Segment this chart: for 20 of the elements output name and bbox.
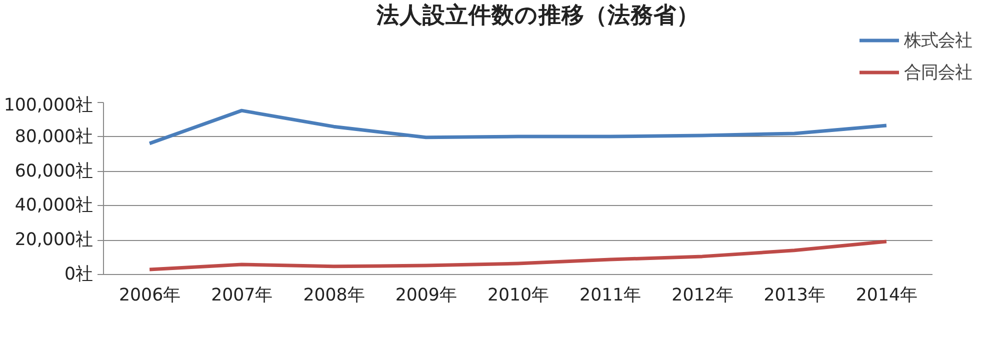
y-tick-label: 60,000社 bbox=[14, 161, 93, 182]
x-tick-label: 2009年 bbox=[395, 286, 456, 306]
y-tick-label: 100,000社 bbox=[4, 96, 92, 116]
legend-label: 合同会社 bbox=[904, 62, 972, 84]
x-tick-label: 2006年 bbox=[119, 286, 180, 306]
x-tick-label: 2013年 bbox=[764, 286, 825, 306]
y-tick-label: 20,000社 bbox=[14, 230, 93, 250]
x-tick-label: 2008年 bbox=[303, 286, 364, 306]
x-tick-label: 2010年 bbox=[487, 286, 549, 306]
y-tick-label: 80,000社 bbox=[14, 126, 93, 147]
y-tick-label: 40,000社 bbox=[14, 196, 93, 216]
x-tick-label: 2007年 bbox=[211, 286, 272, 306]
line-series bbox=[148, 240, 888, 272]
x-tick-label: 2011年 bbox=[580, 286, 641, 306]
x-tick-label: 2014年 bbox=[856, 286, 918, 306]
y-tick-label: 0社 bbox=[64, 264, 93, 284]
legend-label: 株式会社 bbox=[904, 30, 972, 52]
line-series bbox=[148, 108, 888, 146]
x-tick-label: 2012年 bbox=[672, 286, 733, 306]
chart-title: 法人設立件数の推移（法務省） bbox=[376, 2, 700, 28]
